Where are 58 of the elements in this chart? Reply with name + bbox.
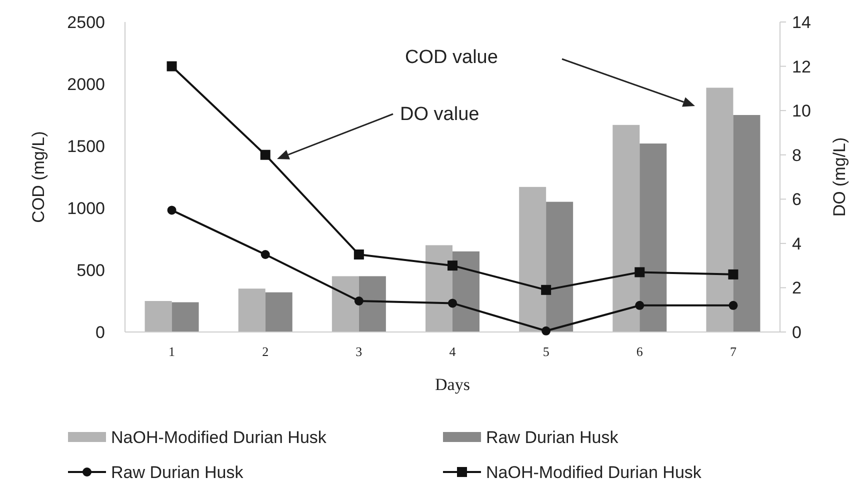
y2-axis-title: DO (mg/L)	[830, 137, 849, 217]
y-tick-label: 0	[96, 323, 105, 342]
bar	[612, 124, 640, 332]
bar	[238, 288, 266, 332]
x-tick-label: 2	[262, 344, 269, 359]
y-tick-label: 500	[76, 261, 105, 280]
x-axis-title: Days	[435, 375, 470, 394]
y2-tick-label: 12	[792, 57, 811, 76]
y-axis-title: COD (mg/L)	[29, 131, 48, 223]
legend-label: Raw Durian Husk	[486, 428, 619, 447]
y2-tick-label: 8	[792, 146, 802, 165]
x-tick-label: 3	[356, 344, 362, 359]
point	[448, 298, 457, 308]
point	[728, 269, 738, 280]
point	[634, 267, 645, 278]
bar	[452, 251, 480, 332]
point	[728, 300, 738, 310]
bar	[519, 186, 546, 332]
y2-tick-label: 0	[792, 323, 802, 342]
x-tick-label: 4	[449, 344, 456, 359]
annotation: COD value	[405, 47, 498, 68]
bar	[144, 301, 172, 332]
bar	[265, 292, 292, 332]
legend-label: Raw Durian Husk	[111, 463, 244, 482]
point	[448, 260, 458, 271]
bar	[733, 115, 760, 332]
x-tick-label: 6	[636, 344, 644, 359]
point	[166, 61, 177, 72]
bar	[640, 144, 667, 332]
point	[260, 250, 270, 259]
y2-tick-label: 2	[792, 278, 802, 298]
point	[354, 250, 364, 260]
legend-label: NaOH-Modified Durian Husk	[111, 428, 327, 447]
x-tick-label: 5	[542, 344, 550, 359]
point	[167, 206, 176, 215]
bar	[332, 276, 359, 332]
x-tick-label: 7	[730, 344, 737, 359]
y-tick-label: 2500	[67, 13, 105, 32]
point	[542, 326, 551, 336]
y2-tick-label: 10	[792, 102, 811, 121]
y2-tick-label: 4	[792, 234, 802, 254]
bar	[426, 245, 452, 332]
bar	[706, 88, 734, 332]
bar	[546, 202, 574, 332]
point	[541, 284, 552, 295]
y2-tick-label: 6	[792, 190, 802, 210]
point	[354, 296, 364, 306]
bar	[172, 302, 199, 332]
x-tick-label: 1	[168, 344, 176, 359]
bar	[358, 276, 386, 332]
y-tick-label: 1000	[67, 199, 105, 218]
point	[260, 150, 270, 160]
point	[635, 300, 644, 310]
y-tick-label: 1500	[67, 137, 105, 156]
y2-tick-label: 14	[792, 13, 811, 32]
legend-label: NaOH-Modified Durian Husk	[486, 463, 702, 482]
annotation: DO value	[400, 104, 480, 125]
y-tick-label: 2000	[67, 75, 105, 94]
